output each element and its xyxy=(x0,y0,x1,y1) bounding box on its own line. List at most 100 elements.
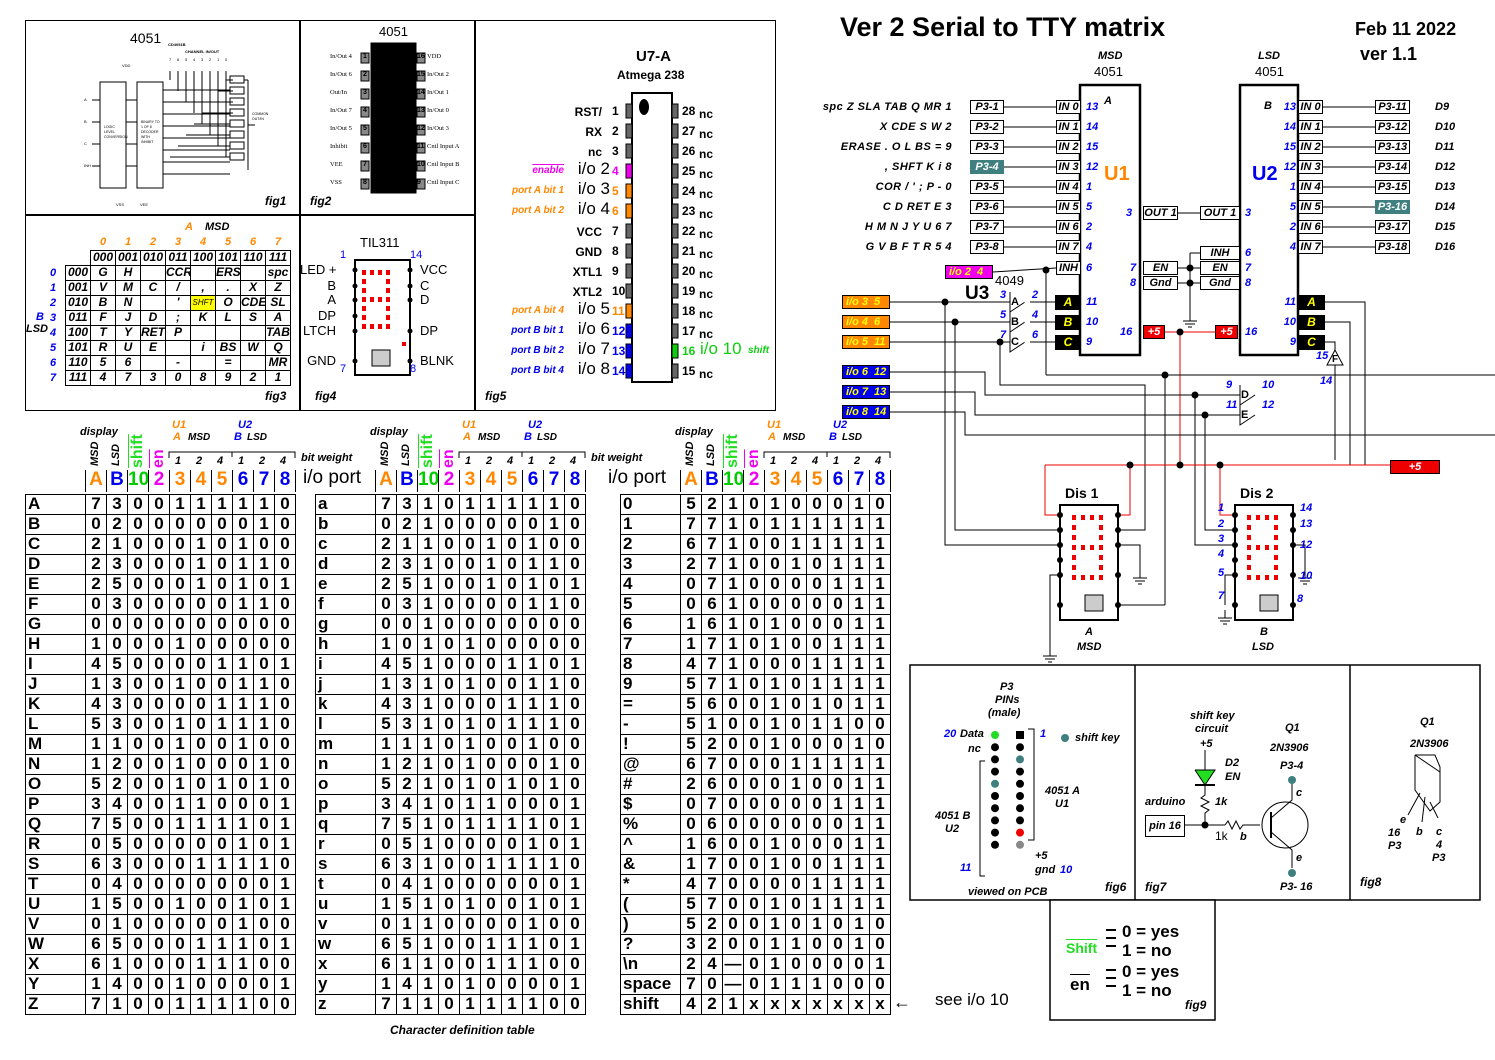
bit-cell: 6 xyxy=(680,754,702,775)
channel-number: 5 xyxy=(185,57,188,62)
io-pin: 12 xyxy=(874,366,887,378)
led-segment-dot xyxy=(1072,545,1076,550)
bit-cell: 0 xyxy=(722,834,744,855)
u2-select-c: C xyxy=(1298,335,1325,350)
bit-cell: 1 xyxy=(848,894,870,915)
bit-cell: 2 xyxy=(680,774,702,795)
bit-cell: 0 xyxy=(522,514,544,535)
bit-cell: 1 xyxy=(106,534,128,555)
row-character: M xyxy=(25,734,86,755)
bit-cell: 0 xyxy=(169,614,191,635)
pin-label: In/Out 0 xyxy=(427,107,449,114)
matrix-key-cell: MR xyxy=(265,355,291,371)
bit-cell: 0 xyxy=(190,514,212,535)
bit-cell: 0 xyxy=(169,534,191,555)
row-character: space xyxy=(620,974,681,995)
row-character: $ xyxy=(620,794,681,815)
bit-cell: 1 xyxy=(211,954,233,975)
bit-cell: 0 xyxy=(438,514,460,535)
atmega-pin-name: nc xyxy=(699,227,714,241)
fig4-label: fig4 xyxy=(315,389,337,403)
io-port-label: i/o port xyxy=(608,467,667,488)
junction-dot xyxy=(1186,264,1194,272)
bit-cell: 0 xyxy=(438,634,460,655)
column-header: 6 xyxy=(522,470,544,492)
atmega-pin-name: nc xyxy=(699,247,714,261)
bit-cell: 1 xyxy=(459,894,481,915)
bit-cell: 0 xyxy=(764,594,786,615)
bit-cell: 6 xyxy=(375,954,397,975)
bit-cell: 0 xyxy=(438,494,460,515)
bit-cell: 0 xyxy=(127,794,149,815)
bit-cell: 0 xyxy=(764,534,786,555)
pin xyxy=(625,303,633,319)
pin1-marker xyxy=(639,99,649,115)
msd-code-header: 010 xyxy=(140,250,166,266)
msd-column-number: 7 xyxy=(275,236,282,248)
bit-cell: 0 xyxy=(127,654,149,675)
bit-cell: 1 xyxy=(522,494,544,515)
u2-p3-connector: P3-14 xyxy=(1375,160,1410,174)
divider xyxy=(474,20,476,411)
bit-cell: 0 xyxy=(743,574,765,595)
bit-cell: 1 xyxy=(827,654,849,675)
bit-cell: 1 xyxy=(848,694,870,715)
header-pin xyxy=(991,828,999,837)
bit-cell: 1 xyxy=(501,714,523,735)
u1-label: 4051 A xyxy=(1045,785,1081,797)
bit-cell: 0 xyxy=(127,974,149,995)
bit-cell: 1 xyxy=(522,814,544,835)
bit-cell: 0 xyxy=(127,874,149,895)
row-character: Q xyxy=(25,814,86,835)
junction-dot xyxy=(1232,602,1238,608)
bit-cell: 7 xyxy=(701,874,723,895)
u2-header: U2 xyxy=(238,419,253,431)
led-segment-dot xyxy=(1072,515,1076,520)
u2-out-pin: 3 xyxy=(1245,207,1252,219)
bit-cell: 0 xyxy=(522,794,544,815)
row-character: S xyxy=(25,854,86,875)
u2-vcc-pin: 16 xyxy=(1245,326,1258,338)
bit-cell: 1 xyxy=(869,774,891,795)
gate-letter: E xyxy=(1241,409,1249,421)
ic-4051-body xyxy=(370,42,417,194)
row-character: N xyxy=(25,754,86,775)
bit-cell: 1 xyxy=(459,674,481,695)
bit-cell: 0 xyxy=(501,794,523,815)
bit-cell: 0 xyxy=(127,954,149,975)
atmega-pin-note: port B bit 4 xyxy=(511,365,564,376)
bit-cell: 0 xyxy=(253,814,275,835)
bit-cell: 0 xyxy=(564,694,586,715)
matrix-key-cell xyxy=(215,325,241,341)
bit-cell: 1 xyxy=(543,694,565,715)
msd-header: MSD xyxy=(684,441,696,466)
bit-cell: 1 xyxy=(232,534,254,555)
u2-input-label: IN 7 xyxy=(1298,240,1323,254)
u2-select-a: A xyxy=(1298,295,1325,310)
bit-cell: 1 xyxy=(522,654,544,675)
u2-select-b: B xyxy=(1298,315,1325,330)
bit-cell: 0 xyxy=(869,714,891,735)
c-label: c xyxy=(1296,787,1303,799)
bit-cell: 1 xyxy=(848,534,870,555)
column-header: 7 xyxy=(543,470,565,492)
bit-cell: 0 xyxy=(501,974,523,995)
bit-cell: 0 xyxy=(543,814,565,835)
matrix-key-cell xyxy=(190,325,216,341)
bit-cell: 1 xyxy=(232,594,254,615)
version-label: ver 1.1 xyxy=(1360,44,1418,64)
bit-cell: x xyxy=(806,994,828,1015)
bit-cell: 6 xyxy=(680,534,702,555)
bit-weight-number: 4 xyxy=(812,455,819,467)
header-pin xyxy=(991,840,999,849)
bit-cell: 1 xyxy=(827,794,849,815)
bit-cell: 1 xyxy=(806,754,828,775)
wire xyxy=(979,760,985,877)
led-segment-dot xyxy=(1256,545,1260,550)
bit-cell: 0 xyxy=(743,634,765,655)
display-header: display xyxy=(675,426,713,438)
bit-cell: 5 xyxy=(396,574,418,595)
bit-cell: 0 xyxy=(806,854,828,875)
bit-cell: 0 xyxy=(827,914,849,935)
bit-cell: 1 xyxy=(274,814,296,835)
